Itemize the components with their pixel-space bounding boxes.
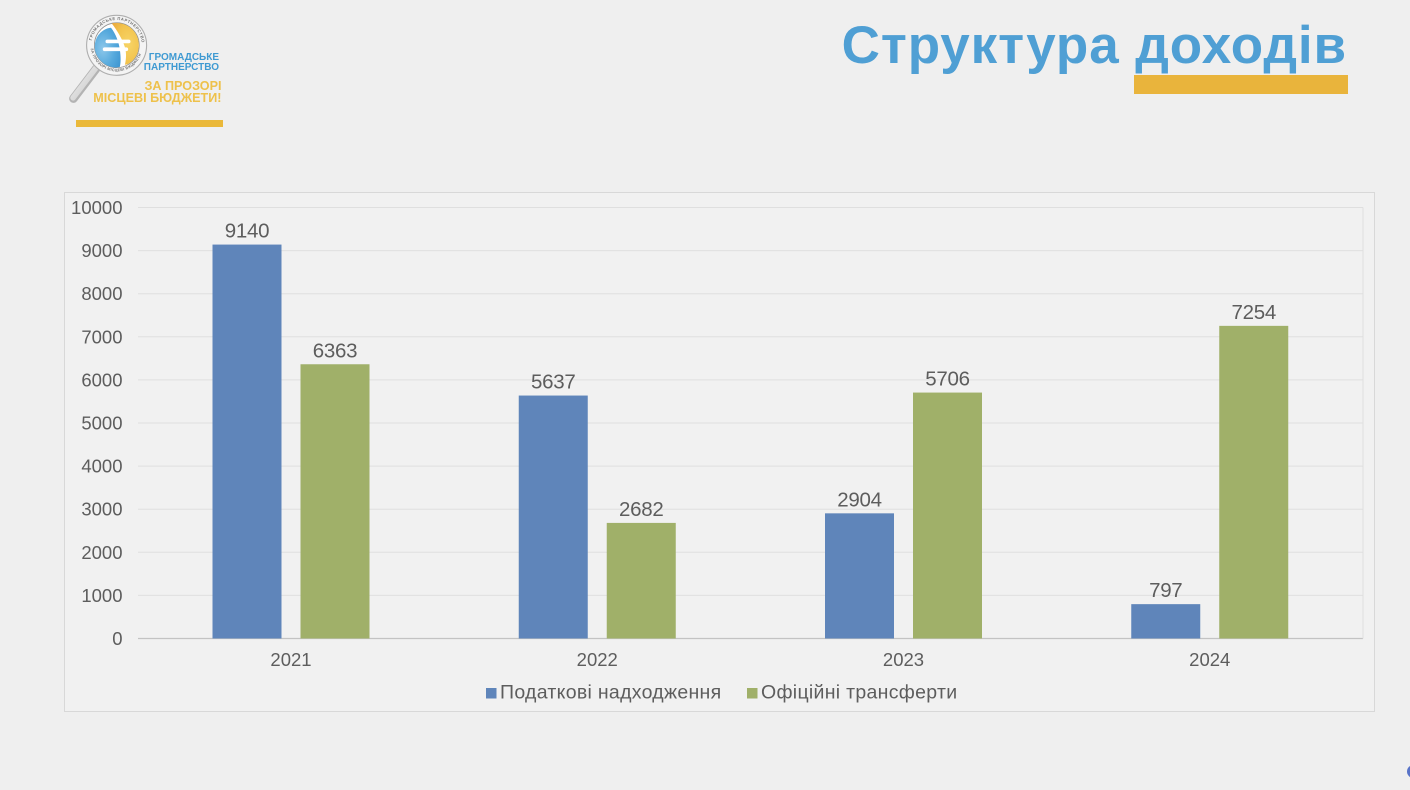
svg-text:10000: 10000	[71, 197, 122, 218]
svg-text:5706: 5706	[925, 368, 969, 391]
svg-text:9000: 9000	[81, 240, 122, 261]
svg-text:2000: 2000	[81, 542, 122, 563]
svg-text:9140: 9140	[225, 220, 269, 243]
svg-text:7254: 7254	[1232, 301, 1276, 324]
svg-text:2023: 2023	[883, 649, 924, 670]
svg-text:8000: 8000	[81, 283, 122, 304]
svg-text:5637: 5637	[531, 371, 575, 394]
svg-text:6000: 6000	[81, 369, 122, 390]
svg-text:2682: 2682	[619, 498, 663, 521]
svg-text:4000: 4000	[81, 456, 122, 477]
svg-text:1000: 1000	[81, 585, 122, 606]
svg-text:5000: 5000	[81, 413, 122, 434]
svg-text:Податкові надходження: Податкові надходження	[500, 682, 721, 704]
svg-text:2022: 2022	[577, 649, 618, 670]
svg-text:797: 797	[1149, 579, 1182, 602]
svg-text:3000: 3000	[81, 499, 122, 520]
svg-text:2021: 2021	[270, 649, 311, 670]
svg-text:Офіційні трансферти: Офіційні трансферти	[761, 682, 957, 704]
svg-text:0: 0	[112, 628, 122, 649]
svg-text:7000: 7000	[81, 326, 122, 347]
svg-text:6363: 6363	[313, 339, 357, 362]
svg-text:2024: 2024	[1189, 649, 1230, 670]
svg-text:2904: 2904	[837, 488, 881, 511]
